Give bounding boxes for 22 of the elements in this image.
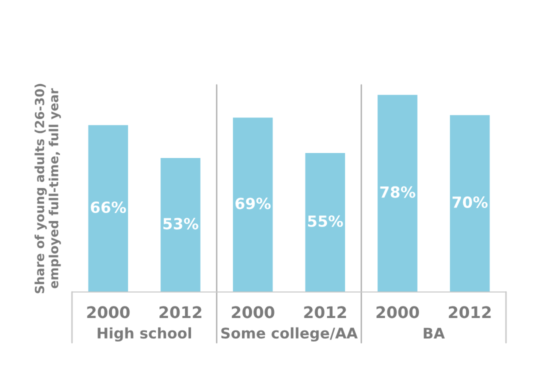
bar (378, 94, 418, 292)
data-label: 55% (308, 215, 343, 227)
y-axis-title: Share of young adults (26-30) employed full-time, full year (34, 84, 61, 294)
text: BA (424, 328, 445, 338)
x-tick-label: 2000 (232, 306, 274, 318)
bar (160, 158, 200, 292)
data-label: 53% (163, 218, 198, 230)
data-label: 70% (452, 196, 488, 208)
data-label: 69% (235, 198, 271, 210)
text: High school (98, 327, 192, 342)
data-label: 66% (90, 201, 126, 214)
x-tick-label: 2000 (376, 306, 419, 318)
bar (305, 152, 346, 292)
bar (232, 118, 273, 292)
x-tick-label: 2012 (304, 306, 346, 318)
data-label: 78% (380, 186, 416, 198)
bar (88, 125, 128, 292)
x-tick-label: 2000 (87, 306, 130, 318)
x-tick-label: 2012 (160, 306, 202, 318)
bar (450, 115, 490, 292)
text: Some college/AA (221, 327, 358, 342)
x-tick-label: 2012 (448, 306, 491, 318)
